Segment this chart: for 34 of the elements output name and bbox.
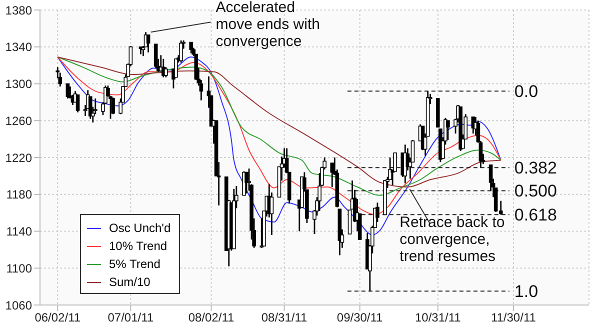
x-tick-label: 10/31/11: [414, 310, 462, 325]
candlestick: [189, 42, 193, 54]
annotation: 1.0: [514, 282, 538, 302]
y-tick-label: 1380: [5, 3, 32, 18]
x-tick-label: 06/02/11: [34, 310, 81, 325]
y-tick-label: 1220: [5, 150, 32, 165]
y-tick-label: 1140: [6, 224, 32, 239]
candlestick: [146, 34, 150, 54]
annotation: 0.618: [514, 206, 557, 225]
x-tick-label: 08/02/11: [188, 310, 234, 325]
annotation: 0.0: [514, 82, 538, 102]
y-tick-label: 1300: [5, 77, 32, 92]
annotation: 0.382: [514, 158, 557, 178]
candlestick: [244, 172, 248, 194]
candlestick: [111, 96, 115, 115]
legend-label: Sum/10: [109, 275, 150, 289]
annotation: 0.500: [514, 182, 557, 201]
y-tick-label: 1260: [5, 114, 32, 128]
annotation: Accelerated move ends with convergence: [216, 0, 320, 50]
y-tick-label: 1100: [6, 261, 32, 276]
candlestick: [154, 43, 158, 69]
x-tick-label: 07/01/11: [108, 310, 154, 325]
annotation: Retrace back to convergence, trend resumes: [400, 214, 505, 266]
x-tick-label: 08/31/11: [261, 310, 308, 325]
y-tick-label: 1340: [5, 40, 32, 54]
candlestick: [76, 94, 80, 114]
candlestick: [446, 120, 450, 141]
y-tick-label: 1180: [6, 188, 32, 202]
y-tick-label: 1060: [5, 298, 32, 312]
legend-label: Osc Unch'd: [109, 221, 171, 235]
legend-label: 10% Trend: [109, 239, 168, 253]
legend-label: 5% Trend: [109, 257, 160, 271]
x-tick-label: 09/30/11: [336, 310, 384, 325]
x-tick-label: 11/30/11: [490, 310, 536, 325]
